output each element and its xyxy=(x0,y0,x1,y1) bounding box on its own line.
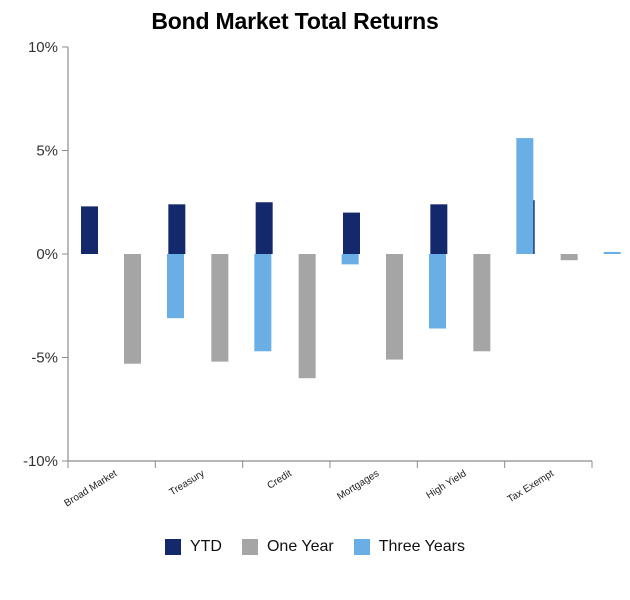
bar-three-years xyxy=(167,254,184,319)
bar-three-years xyxy=(254,254,272,352)
legend-item: One Year xyxy=(241,538,334,556)
bar-three-years xyxy=(516,138,534,254)
bar-ytd xyxy=(81,206,98,254)
legend-label: One Year xyxy=(266,538,334,555)
x-tick-label: Broad Market xyxy=(63,468,120,509)
x-tick-label: Credit xyxy=(265,468,294,492)
x-tick-label: Mortgages xyxy=(335,468,381,502)
bar-one-year xyxy=(211,254,229,362)
x-axis: Broad Market Treasury Credit Mortgages High … xyxy=(63,460,593,509)
x-tick-label: Treasury xyxy=(168,468,207,498)
bar-one-year xyxy=(560,254,578,261)
bar-three-years xyxy=(603,251,621,254)
legend: YTD One Year Three Years xyxy=(0,538,630,556)
legend-item: YTD xyxy=(164,538,222,556)
y-tick-label: -5% xyxy=(31,350,58,367)
bar-ytd xyxy=(343,212,360,254)
bar-one-year xyxy=(124,254,141,364)
y-axis: 10% 5% 0% -5% -10% xyxy=(23,39,69,470)
legend-swatch xyxy=(353,539,370,555)
bar-ytd xyxy=(430,204,448,254)
bar-one-year xyxy=(298,254,316,379)
chart-title: Bond Market Total Returns xyxy=(151,8,439,34)
bar-ytd xyxy=(255,202,273,254)
y-tick-label: 0% xyxy=(36,246,58,263)
x-tick-label: High Yield xyxy=(425,468,469,501)
legend-swatch xyxy=(164,539,181,555)
legend-swatch xyxy=(241,539,258,555)
bar-three-years xyxy=(341,254,359,265)
x-tick-label: Tax Exempt xyxy=(506,468,556,505)
y-tick-label: 5% xyxy=(36,143,58,160)
bars xyxy=(81,138,621,379)
legend-label: YTD xyxy=(189,538,222,555)
bar-one-year xyxy=(473,254,491,352)
y-tick-label: -10% xyxy=(23,453,58,470)
bar-one-year xyxy=(386,254,403,360)
y-tick-label: 10% xyxy=(28,39,58,56)
legend-label: Three Years xyxy=(378,538,465,555)
bar-ytd xyxy=(168,204,186,254)
bar-three-years xyxy=(429,254,446,329)
legend-item: Three Years xyxy=(353,538,465,556)
